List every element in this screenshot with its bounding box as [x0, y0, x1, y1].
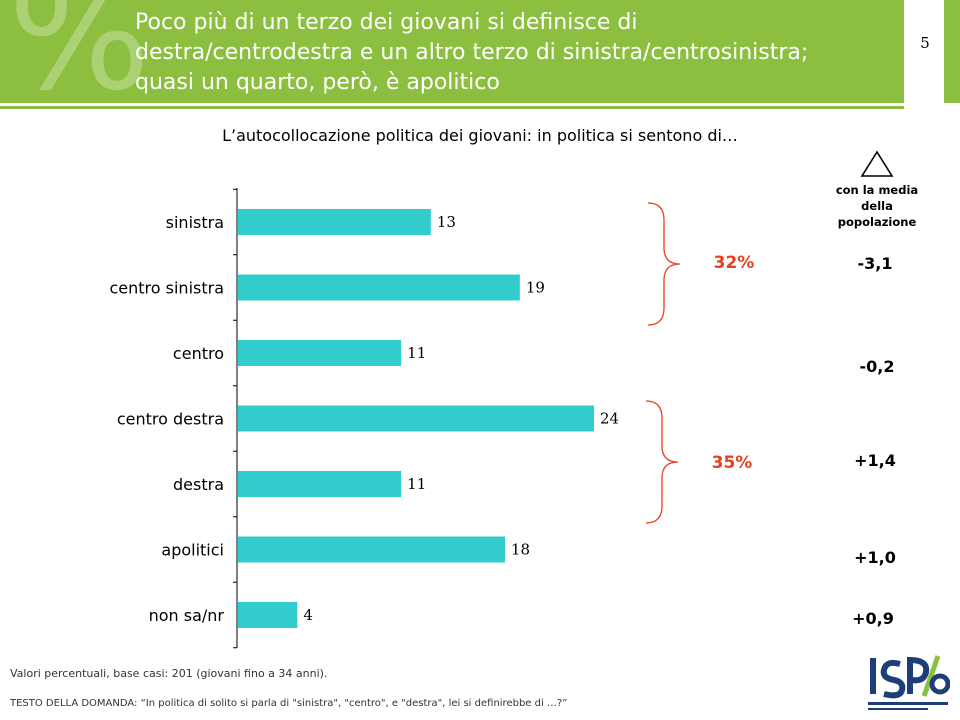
ispo-logo-icon — [868, 655, 950, 710]
y-axis-ticks — [233, 188, 237, 649]
delta-value: +0,9 — [852, 609, 894, 628]
header-right-strip — [944, 0, 960, 103]
percent-watermark-icon: % — [8, 0, 151, 103]
delta-value: -3,1 — [857, 254, 893, 273]
question-text: TESTO DELLA DOMANDA: “In politica di sol… — [10, 698, 568, 709]
category-label: destra — [173, 475, 224, 494]
group-brace-right-icon — [645, 400, 679, 524]
delta-triangle-icon — [860, 150, 894, 177]
bar — [238, 602, 298, 628]
data-label: 19 — [526, 279, 545, 297]
category-label: apolitici — [161, 541, 224, 560]
bar — [238, 471, 402, 497]
delta-value: +1,0 — [854, 548, 896, 567]
slide-header: % Poco più di un terzo dei giovani si de… — [0, 0, 904, 103]
delta-header: con la media della popolazione — [818, 150, 936, 230]
chart-title: L’autocollocazione politica dei giovani:… — [222, 126, 738, 145]
delta-header-label: con la media della popolazione — [835, 183, 919, 229]
data-label: 4 — [303, 606, 313, 624]
data-label: 13 — [437, 213, 456, 231]
delta-value: +1,4 — [854, 451, 896, 470]
group-percent-left: 32% — [713, 253, 755, 273]
bar — [238, 405, 594, 432]
bar — [238, 274, 520, 301]
page-number: 5 — [920, 34, 930, 52]
group-brace-left-icon — [647, 202, 681, 326]
header-rule — [0, 106, 904, 109]
data-label: 18 — [511, 541, 530, 559]
bar — [238, 340, 402, 366]
bar — [238, 209, 431, 235]
group-percent-right: 35% — [711, 453, 753, 473]
category-label: centro sinistra — [109, 279, 224, 298]
slide-title: Poco più di un terzo dei giovani si defi… — [135, 10, 809, 95]
data-label: 24 — [600, 410, 619, 428]
category-label: centro — [173, 344, 224, 363]
category-label: sinistra — [166, 213, 224, 232]
category-label: centro destra — [117, 410, 224, 429]
data-label: 11 — [407, 475, 426, 493]
footnote: Valori percentuali, base casi: 201 (giov… — [10, 667, 328, 680]
category-label: non sa/nr — [149, 606, 225, 625]
data-label: 11 — [407, 344, 426, 362]
bar — [238, 536, 505, 563]
group-braces — [645, 202, 681, 524]
bars: sinistra 13 centro sinistra 19 centro 11 centr… — [109, 209, 619, 628]
delta-value: -0,2 — [859, 357, 895, 376]
